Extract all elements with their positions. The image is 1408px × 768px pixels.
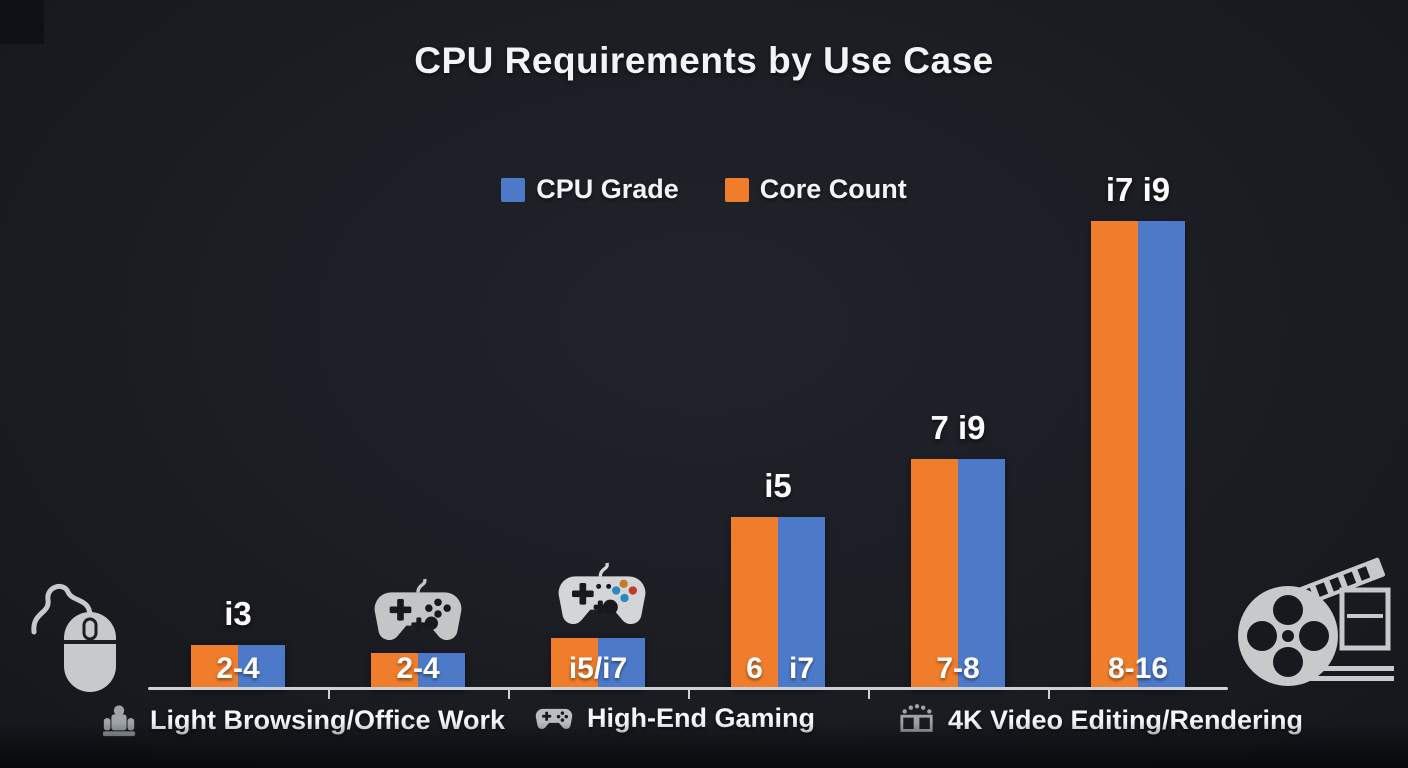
bar-value: 7-8 — [936, 652, 980, 685]
cpu-grade-bar — [958, 459, 1005, 689]
legend-item-core-count: Core Count — [724, 174, 907, 205]
bar-group — [911, 459, 1005, 689]
bar-above-label: i5 — [764, 467, 792, 504]
bar-value: 2-4 — [396, 652, 440, 685]
cpu-grade-bar — [778, 517, 825, 689]
axis-tick — [688, 689, 690, 699]
axis-tick — [868, 689, 870, 699]
bar-value: 8-16 — [1107, 652, 1169, 685]
core-count-bar — [371, 653, 418, 689]
axis-tick — [508, 689, 510, 699]
chart-title: CPU Requirements by Use Case — [414, 40, 994, 81]
axis-tick — [328, 689, 330, 699]
bar-value-label: 7-8 — [911, 652, 1005, 686]
bar-value-left: 6 — [746, 652, 763, 685]
cpu-grade-bar — [1138, 221, 1185, 689]
bar-value-label: 6 i7 — [731, 652, 825, 686]
bar-group — [1091, 221, 1185, 689]
gamepad-colored-icon — [558, 562, 646, 624]
cpu-grade-bar — [598, 638, 645, 689]
bar-value-label: i5/i7 — [551, 652, 645, 686]
bar-group — [551, 638, 645, 689]
legend-label-core-count: Core Count — [759, 174, 907, 204]
legend-item-cpu-grade: CPU Grade — [501, 174, 679, 205]
gamepad-plain-icon — [374, 578, 462, 640]
legend-label-cpu-grade: CPU Grade — [536, 174, 679, 204]
film-reel-icon — [1238, 557, 1394, 686]
bar-above-label: 7 i9 — [930, 409, 986, 446]
computer-mouse-icon — [31, 583, 116, 692]
chart-legend: CPU Grade Core Count — [0, 174, 1408, 205]
bar-value-right: i7 — [788, 652, 815, 685]
core-count-bar — [551, 638, 598, 689]
cpu-grade-bar — [238, 645, 285, 689]
bar-value: 2-4 — [216, 652, 260, 685]
x-axis-line — [148, 687, 1228, 690]
bar-value-label: 2-4 — [191, 652, 285, 686]
bar-value: i5/i7 — [568, 652, 628, 685]
bar-group — [371, 653, 465, 689]
core-count-bar — [911, 459, 958, 689]
cpu-grade-swatch-icon — [501, 177, 526, 202]
corner-shade — [0, 0, 44, 44]
bar-above-label: i7 i9 — [1105, 171, 1171, 208]
axis-tick — [1048, 689, 1050, 699]
core-count-swatch-icon — [724, 177, 749, 202]
core-count-bar — [731, 517, 778, 689]
bar-group — [191, 645, 285, 689]
core-count-bar — [191, 645, 238, 689]
bar-group — [731, 517, 825, 689]
bar-value-label: 8-16 — [1091, 652, 1185, 686]
bottom-shade — [0, 722, 1408, 768]
bar-value-label: 2-4 — [371, 652, 465, 686]
bar-above-label: i3 — [224, 595, 252, 632]
cpu-grade-bar — [418, 653, 465, 689]
core-count-bar — [1091, 221, 1138, 689]
